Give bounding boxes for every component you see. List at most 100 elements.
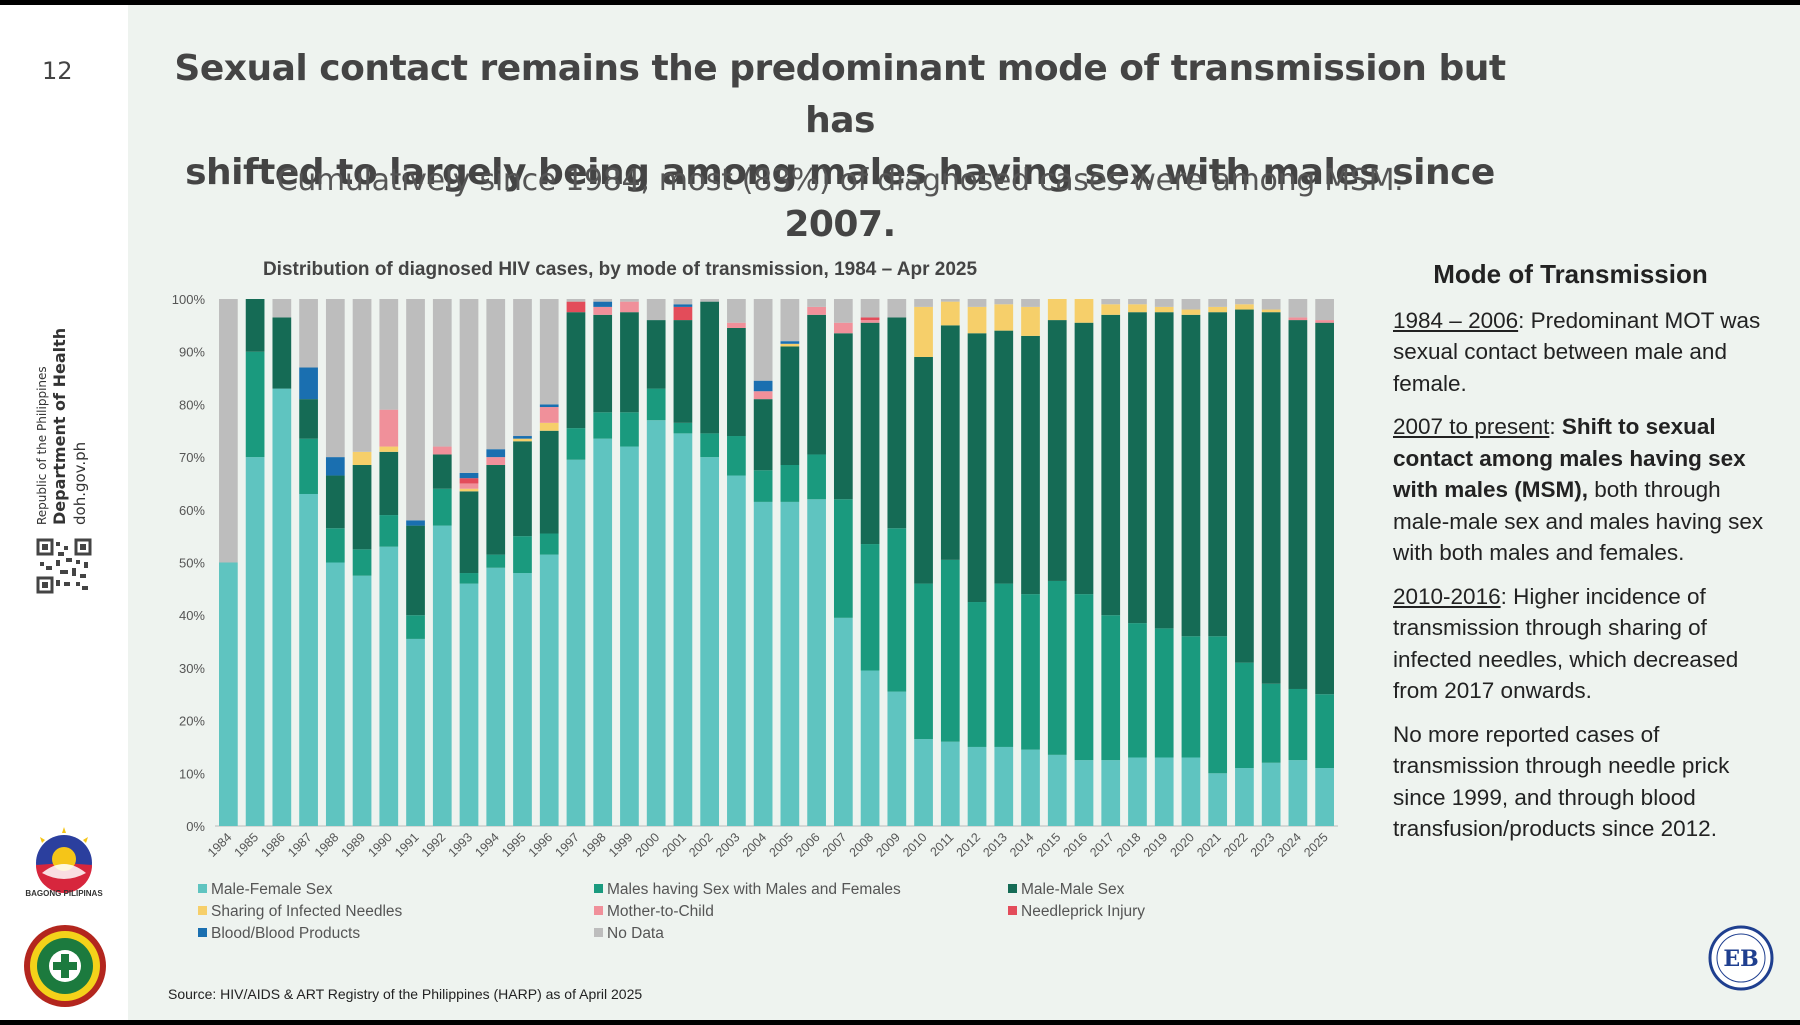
bar-segment [486,457,506,466]
bar-segment [700,433,720,458]
bar-segment [1208,299,1228,307]
bar-segment [940,741,960,826]
bar-segment [1128,312,1147,624]
bar-segment [780,343,800,347]
bar-segment [352,451,372,466]
bar-segment [1261,762,1281,826]
legend-swatch [1008,884,1017,893]
slide-title: Sexual contact remains the predominant m… [140,43,1540,251]
bar-segment [967,333,987,603]
bar-segment [219,562,238,826]
bar-stack-2007 [833,299,853,826]
bar-segment [379,299,399,410]
bar-segment [1208,306,1228,313]
x-tick-label: 2010 [900,830,930,860]
legend-item: Needleprick Injury [1008,903,1145,921]
legend-label: Male-Male Sex [1021,881,1125,898]
bar-segment [486,554,506,568]
bar-stack-2022 [1235,299,1254,826]
bar-segment [780,341,800,344]
bar-segment [833,617,853,826]
bar-stack-1994 [486,299,506,826]
bar-segment [994,304,1014,331]
bar-segment [994,746,1014,826]
bar-segment [620,446,639,826]
legend-label: Males having Sex with Males and Females [607,881,901,898]
bar-segment [539,422,559,431]
bar-stack-2005 [780,299,800,826]
bar-segment [1101,314,1121,616]
legend-item: Males having Sex with Males and Females [594,881,901,899]
x-tick-label: 1984 [205,830,235,860]
legend-item: Male-Female Sex [198,881,332,899]
bar-segment [1261,299,1281,310]
x-tick-label: 2002 [686,830,716,860]
bar-segment [593,306,613,315]
bar-segment [1235,304,1254,310]
bar-segment [539,299,559,405]
bar-segment [459,472,479,479]
bar-segment [673,320,693,423]
bar-segment [1315,694,1334,769]
bar-segment [700,457,720,826]
period-2007-present: 2007 to present [1393,414,1550,439]
bar-segment [1047,754,1067,826]
bar-segment [432,525,452,826]
mode-of-transmission-panel: Mode of Transmission 1984 – 2006: Predom… [1393,259,1773,857]
bar-segment [887,299,907,318]
bar-segment [807,499,826,826]
legend-swatch [198,906,207,915]
bar-segment [940,301,960,326]
bar-segment [1128,757,1147,826]
bar-segment [1074,299,1094,323]
bar-segment [272,388,292,826]
x-tick-label: 2023 [1248,830,1278,860]
bar-segment [513,438,532,442]
x-tick-label: 2000 [633,830,663,860]
bar-segment [1154,628,1174,758]
bar-segment [1315,322,1334,695]
bar-segment [459,583,479,826]
bar-segment [914,299,933,307]
bar-segment [459,299,479,473]
panel-heading: Mode of Transmission [1433,259,1708,289]
bar-stack-2009 [887,299,907,826]
bar-segment [325,475,345,529]
bar-stack-1986 [272,299,292,826]
legend-swatch [594,906,603,915]
legend-item: Male-Male Sex [1008,881,1124,899]
y-tick-label: 60% [179,503,205,518]
y-tick-label: 80% [179,397,205,412]
bar-segment [406,299,425,521]
x-tick-label: 1986 [258,830,288,860]
bar-stack-2000 [646,299,666,826]
y-tick-label: 90% [179,345,205,360]
legend-label: No Data [607,925,664,942]
bar-stack-2013 [994,299,1014,826]
bar-stack-1993 [459,299,479,826]
x-tick-label: 1992 [419,830,449,860]
x-tick-label: 2003 [713,830,743,860]
bar-segment [1208,636,1228,774]
bar-segment [299,438,318,494]
bar-segment [1181,636,1201,758]
bar-stack-2012 [967,299,987,826]
bar-segment [914,739,933,826]
bar-stack-1990 [379,299,399,826]
bar-segment [967,602,987,747]
bar-segment [539,407,559,423]
bar-segment [967,746,987,826]
bar-segment [1235,299,1254,305]
bar-segment [379,451,399,516]
bar-segment [673,306,693,321]
bar-segment [753,391,773,400]
x-tick-label: 2008 [847,830,877,860]
bar-stack-2002 [700,299,720,826]
bar-segment [566,301,586,313]
x-tick-label: 1990 [365,830,395,860]
panel-paragraph-2-colon: : [1549,414,1562,439]
bar-segment [245,457,265,826]
bar-segment [914,356,933,584]
bar-segment [780,465,800,502]
x-tick-label: 1987 [285,830,315,860]
